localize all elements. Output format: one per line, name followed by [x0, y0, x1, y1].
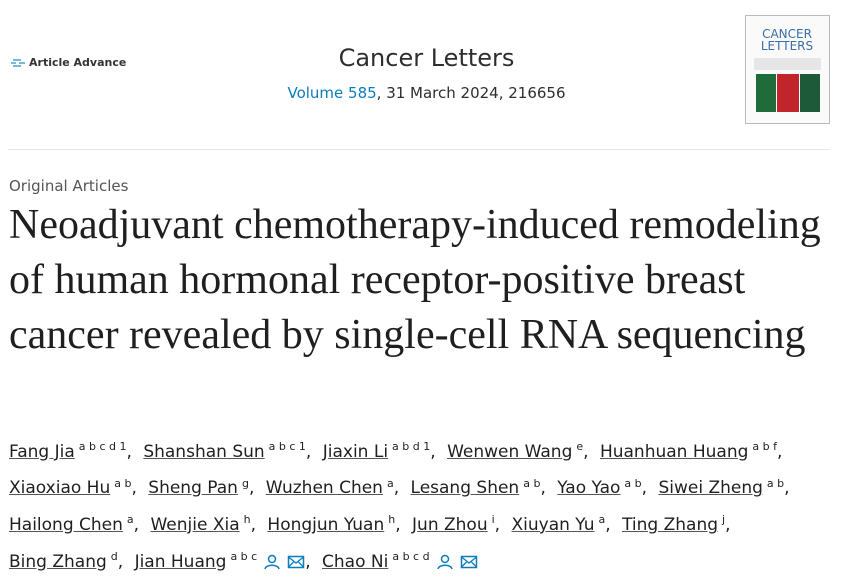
author-name[interactable]: Yao Yao	[557, 478, 621, 499]
author-name[interactable]: Wenjie Xia	[150, 514, 240, 535]
cover-image	[800, 74, 820, 112]
author: Chao Ni a b c d	[322, 549, 478, 572]
affiliation-marks[interactable]: d	[110, 549, 118, 563]
author: Wenwen Wang e	[447, 440, 594, 462]
author: Wuzhen Chen a	[265, 476, 405, 499]
author-name[interactable]: Jun Zhou	[412, 514, 488, 535]
issue-line: Volume 585, 31 March 2024, 216656	[0, 84, 853, 102]
author: Shanshan Sun a b c 1	[143, 440, 317, 462]
author: Siwei Zheng a b	[658, 476, 795, 499]
affiliation-marks[interactable]: a b d 1	[392, 440, 431, 453]
author-name[interactable]: Huanhuan Huang	[599, 441, 749, 462]
author: Jun Zhou i	[412, 513, 506, 535]
affiliation-marks[interactable]: a	[126, 513, 134, 527]
divider	[8, 149, 829, 150]
affiliation-marks[interactable]: a b f	[752, 440, 777, 453]
journal-title[interactable]: Cancer Letters	[338, 44, 515, 72]
author-name[interactable]: Fang Jia	[9, 441, 75, 462]
issue-info: , 31 March 2024, 216656	[376, 84, 566, 102]
author-name[interactable]: Lesang Shen	[410, 478, 520, 499]
journal-cover[interactable]: CANCER LETTERS	[745, 15, 830, 124]
affiliation-marks[interactable]: a b c	[230, 549, 258, 563]
author-name[interactable]: Ting Zhang	[622, 514, 719, 535]
author: Lesang Shen a b	[410, 476, 552, 499]
cover-title: LETTERS	[761, 39, 813, 53]
affiliation-marks[interactable]: i	[491, 513, 495, 527]
author-name[interactable]: Wuzhen Chen	[265, 478, 383, 499]
affiliation-marks[interactable]: h	[388, 513, 396, 527]
author-name[interactable]: Sheng Pan	[148, 478, 238, 499]
author: Hailong Chen a	[9, 513, 145, 535]
cover-text-block	[754, 58, 821, 70]
author-email-icon[interactable]	[287, 554, 305, 570]
author-profile-icon[interactable]	[263, 554, 281, 570]
author-name[interactable]: Xiuyan Yu	[511, 514, 595, 535]
article-type: Original Articles	[9, 177, 129, 195]
affiliation-marks[interactable]: h	[243, 513, 251, 527]
cover-image	[756, 74, 776, 112]
author-name[interactable]: Jian Huang	[134, 551, 227, 572]
author-name[interactable]: Wenwen Wang	[447, 441, 573, 462]
volume-link[interactable]: Volume 585	[287, 84, 377, 102]
author: Jiaxin Li a b d 1	[322, 440, 442, 462]
author-name[interactable]: Hailong Chen	[9, 514, 123, 535]
author-profile-icon[interactable]	[436, 554, 454, 570]
author-name[interactable]: Shanshan Sun	[143, 441, 265, 462]
affiliation-marks[interactable]: a b c 1	[268, 440, 306, 453]
affiliation-marks[interactable]: a b	[624, 476, 642, 490]
author: Fang Jia a b c d 1	[9, 440, 138, 462]
cover-image	[777, 74, 799, 112]
author: Sheng Pan g	[148, 476, 260, 499]
affiliation-marks[interactable]: a b	[523, 476, 541, 490]
author: Xiuyan Yu a	[511, 513, 616, 535]
author-email-icon[interactable]	[460, 554, 478, 570]
affiliation-marks[interactable]: a	[598, 513, 606, 527]
author-name[interactable]: Siwei Zheng	[658, 478, 763, 499]
affiliation-marks[interactable]: a	[386, 476, 394, 490]
affiliation-marks[interactable]: a b	[114, 476, 132, 490]
author: Hongjun Yuan h	[267, 513, 406, 535]
author: Bing Zhang d	[9, 549, 129, 572]
affiliation-marks[interactable]: e	[576, 440, 584, 453]
author: Yao Yao a b	[557, 476, 653, 499]
affiliation-marks[interactable]: j	[722, 513, 726, 527]
author: Jian Huang a b c	[134, 549, 317, 572]
article-title: Neoadjuvant chemotherapy-induced remodel…	[9, 202, 821, 358]
cover-title: CANCER	[762, 27, 812, 41]
author-name[interactable]: Chao Ni	[322, 551, 389, 572]
author: Wenjie Xia h	[150, 513, 262, 535]
author: Huanhuan Huang a b f	[599, 440, 788, 462]
article-advance-badge[interactable]: Article Advance	[10, 56, 126, 69]
author: Xiaoxiao Hu a b	[9, 476, 143, 499]
author-name[interactable]: Bing Zhang	[9, 551, 107, 572]
author: Ting Zhang j	[622, 513, 736, 535]
affiliation-marks[interactable]: a b c d 1	[78, 440, 127, 453]
badge-text: Article Advance	[29, 56, 127, 69]
affiliation-marks[interactable]: a b	[766, 476, 785, 490]
author-name[interactable]: Xiaoxiao Hu	[9, 478, 111, 499]
affiliation-marks[interactable]: a b c d	[392, 549, 430, 563]
badge-icon	[11, 58, 25, 67]
affiliation-marks[interactable]: g	[241, 476, 249, 490]
author-name[interactable]: Jiaxin Li	[322, 441, 389, 462]
author-name[interactable]: Hongjun Yuan	[267, 514, 385, 535]
